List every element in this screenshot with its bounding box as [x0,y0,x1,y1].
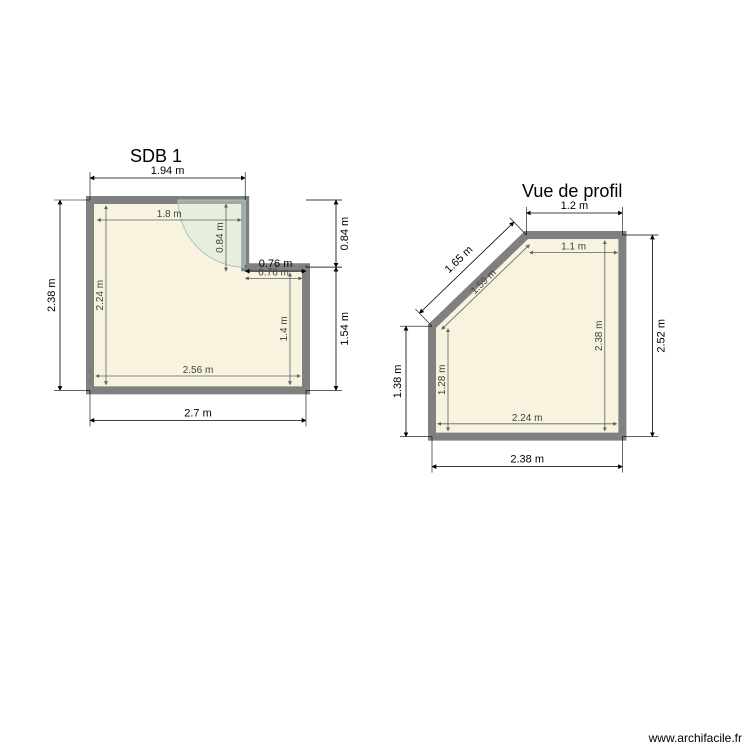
svg-text:1.4 m: 1.4 m [279,316,290,341]
svg-text:1.2 m: 1.2 m [561,200,589,212]
svg-text:1.65 m: 1.65 m [443,244,476,276]
svg-text:0.76 m: 0.76 m [258,267,289,278]
svg-text:2.56 m: 2.56 m [183,365,214,376]
svg-text:2.24 m: 2.24 m [95,280,106,311]
floorplan-canvas: 1.94 m 0.76 m 2.38 m 0.84 m 1.54 m 2.7 m 1.8 m… [0,0,750,750]
svg-text:1.38 m: 1.38 m [392,365,404,399]
svg-text:2.38 m: 2.38 m [510,454,544,466]
svg-text:Vue de profil: Vue de profil [522,181,622,201]
svg-text:1.8 m: 1.8 m [157,209,182,220]
svg-text:1.94 m: 1.94 m [151,165,185,177]
svg-text:2.52 m: 2.52 m [655,319,667,353]
svg-text:1.54 m: 1.54 m [339,312,351,346]
svg-text:www.archifacile.fr: www.archifacile.fr [648,731,742,745]
svg-text:SDB 1: SDB 1 [130,146,182,166]
svg-text:2.7 m: 2.7 m [184,407,212,419]
svg-text:1.28 m: 1.28 m [437,365,448,396]
svg-text:2.24 m: 2.24 m [512,413,543,424]
svg-text:0.84 m: 0.84 m [215,222,226,253]
svg-text:0.84 m: 0.84 m [339,217,351,251]
svg-text:2.38 m: 2.38 m [46,278,58,312]
svg-text:2.38 m: 2.38 m [594,321,605,352]
svg-text:1.1 m: 1.1 m [561,242,586,253]
